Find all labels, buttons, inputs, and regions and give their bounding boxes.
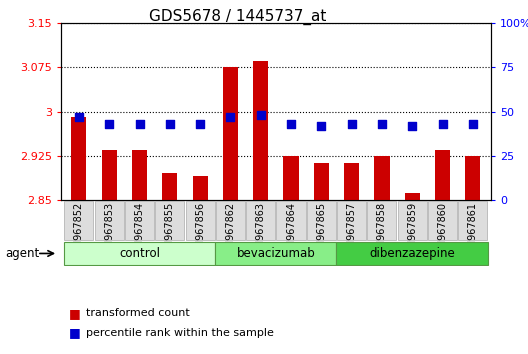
Text: GSM967856: GSM967856: [195, 202, 205, 261]
Text: GSM967857: GSM967857: [347, 202, 356, 261]
FancyBboxPatch shape: [336, 242, 488, 265]
Point: [317, 123, 326, 129]
FancyBboxPatch shape: [277, 201, 306, 240]
Text: ■: ■: [69, 307, 80, 320]
Bar: [162, 173, 177, 200]
Bar: [435, 150, 450, 200]
FancyBboxPatch shape: [215, 242, 336, 265]
Text: GDS5678 / 1445737_at: GDS5678 / 1445737_at: [149, 9, 326, 25]
FancyBboxPatch shape: [428, 201, 457, 240]
Bar: [223, 67, 238, 200]
Text: bevacizumab: bevacizumab: [237, 247, 315, 260]
Point: [347, 121, 356, 127]
Point: [74, 114, 83, 120]
Point: [257, 112, 265, 118]
Point: [226, 114, 234, 120]
Bar: [193, 176, 208, 200]
Point: [469, 121, 477, 127]
Text: GSM967858: GSM967858: [377, 202, 387, 261]
FancyBboxPatch shape: [155, 201, 184, 240]
Bar: [314, 164, 329, 200]
Text: GSM967853: GSM967853: [104, 202, 114, 261]
Text: transformed count: transformed count: [86, 308, 189, 318]
Text: GSM967864: GSM967864: [286, 202, 296, 261]
Bar: [284, 156, 299, 200]
Point: [378, 121, 386, 127]
FancyBboxPatch shape: [64, 242, 215, 265]
Text: GSM967865: GSM967865: [316, 202, 326, 261]
FancyBboxPatch shape: [125, 201, 154, 240]
Point: [166, 121, 174, 127]
Point: [438, 121, 447, 127]
FancyBboxPatch shape: [95, 201, 124, 240]
Text: GSM967852: GSM967852: [74, 202, 84, 261]
Text: GSM967859: GSM967859: [407, 202, 417, 261]
FancyBboxPatch shape: [458, 201, 487, 240]
FancyBboxPatch shape: [337, 201, 366, 240]
Text: GSM967854: GSM967854: [135, 202, 145, 261]
FancyBboxPatch shape: [216, 201, 245, 240]
Bar: [101, 150, 117, 200]
Point: [287, 121, 295, 127]
Text: GSM967860: GSM967860: [438, 202, 448, 261]
Text: GSM967862: GSM967862: [225, 202, 235, 261]
FancyBboxPatch shape: [398, 201, 427, 240]
Bar: [253, 61, 268, 200]
Point: [408, 123, 417, 129]
Point: [105, 121, 114, 127]
Text: control: control: [119, 247, 160, 260]
FancyBboxPatch shape: [64, 201, 93, 240]
Text: percentile rank within the sample: percentile rank within the sample: [86, 328, 274, 338]
Text: GSM967863: GSM967863: [256, 202, 266, 261]
FancyBboxPatch shape: [185, 201, 215, 240]
Bar: [404, 193, 420, 200]
Point: [135, 121, 144, 127]
FancyBboxPatch shape: [246, 201, 275, 240]
Bar: [71, 118, 87, 200]
Text: dibenzazepine: dibenzazepine: [370, 247, 455, 260]
Text: ■: ■: [69, 326, 80, 339]
Bar: [132, 150, 147, 200]
FancyBboxPatch shape: [307, 201, 336, 240]
Bar: [374, 156, 390, 200]
Point: [196, 121, 204, 127]
FancyBboxPatch shape: [367, 201, 397, 240]
Text: agent: agent: [5, 247, 40, 260]
Bar: [465, 156, 480, 200]
Text: GSM967861: GSM967861: [468, 202, 478, 261]
Bar: [344, 164, 359, 200]
Text: GSM967855: GSM967855: [165, 202, 175, 261]
